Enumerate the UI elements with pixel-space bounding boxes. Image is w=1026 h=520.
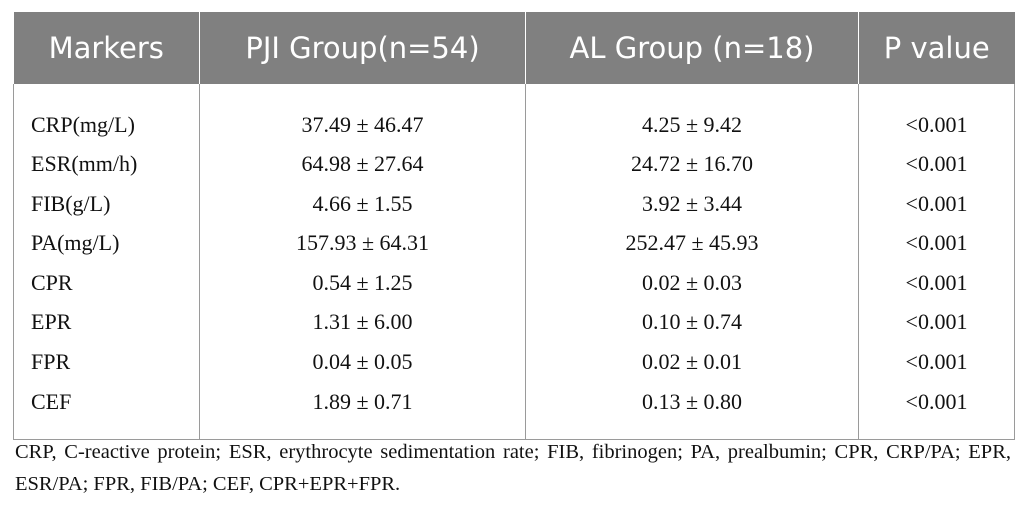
spacer-row — [13, 84, 1015, 105]
al-value-cell: 24.72 ± 16.70 — [525, 144, 859, 184]
table-row: CRP(mg/L) 37.49 ± 46.47 4.25 ± 9.42 <0.0… — [13, 105, 1015, 145]
p-value-cell: <0.001 — [858, 184, 1015, 224]
pji-value-cell: 0.54 ± 1.25 — [199, 263, 526, 303]
p-value-cell: <0.001 — [858, 144, 1015, 184]
header-p-value: P value — [858, 12, 1015, 84]
al-value-cell: 4.25 ± 9.42 — [525, 105, 859, 145]
marker-cell: ESR(mm/h) — [13, 144, 200, 184]
table-row: CPR 0.54 ± 1.25 0.02 ± 0.03 <0.001 — [13, 263, 1015, 303]
marker-cell: CEF — [13, 381, 200, 422]
al-value-cell: 0.13 ± 0.80 — [525, 381, 859, 422]
marker-cell: CRP(mg/L) — [13, 105, 200, 145]
table-row: ESR(mm/h) 64.98 ± 27.64 24.72 ± 16.70 <0… — [13, 144, 1015, 184]
marker-cell: CPR — [13, 263, 200, 303]
markers-table: Markers PJI Group(n=54) AL Group (n=18) … — [13, 12, 1015, 440]
p-value-cell: <0.001 — [858, 302, 1015, 342]
p-value-cell: <0.001 — [858, 223, 1015, 263]
table-row: CEF 1.89 ± 0.71 0.13 ± 0.80 <0.001 — [13, 381, 1015, 422]
al-value-cell: 0.02 ± 0.03 — [525, 263, 859, 303]
header-markers: Markers — [13, 12, 200, 84]
pji-value-cell: 4.66 ± 1.55 — [199, 184, 526, 224]
pji-value-cell: 37.49 ± 46.47 — [199, 105, 526, 145]
al-value-cell: 0.02 ± 0.01 — [525, 342, 859, 382]
pji-value-cell: 0.04 ± 0.05 — [199, 342, 526, 382]
header-pji-group: PJI Group(n=54) — [199, 12, 526, 84]
table-row: PA(mg/L) 157.93 ± 64.31 252.47 ± 45.93 <… — [13, 223, 1015, 263]
pji-value-cell: 1.89 ± 0.71 — [199, 381, 526, 422]
pji-value-cell: 1.31 ± 6.00 — [199, 302, 526, 342]
pji-value-cell: 157.93 ± 64.31 — [199, 223, 526, 263]
marker-cell: PA(mg/L) — [13, 223, 200, 263]
table-row: EPR 1.31 ± 6.00 0.10 ± 0.74 <0.001 — [13, 302, 1015, 342]
p-value-cell: <0.001 — [858, 105, 1015, 145]
p-value-cell: <0.001 — [858, 381, 1015, 422]
table-row: FPR 0.04 ± 0.05 0.02 ± 0.01 <0.001 — [13, 342, 1015, 382]
spacer-row — [13, 421, 1015, 440]
table-footnote: CRP, C-reactive protein; ESR, erythrocyt… — [15, 441, 1011, 495]
p-value-cell: <0.001 — [858, 263, 1015, 303]
al-value-cell: 252.47 ± 45.93 — [525, 223, 859, 263]
p-value-cell: <0.001 — [858, 342, 1015, 382]
marker-cell: FPR — [13, 342, 200, 382]
marker-cell: FIB(g/L) — [13, 184, 200, 224]
al-value-cell: 3.92 ± 3.44 — [525, 184, 859, 224]
al-value-cell: 0.10 ± 0.74 — [525, 302, 859, 342]
header-al-group: AL Group (n=18) — [525, 12, 859, 84]
marker-cell: EPR — [13, 302, 200, 342]
header-row: Markers PJI Group(n=54) AL Group (n=18) … — [13, 12, 1015, 84]
table-row: FIB(g/L) 4.66 ± 1.55 3.92 ± 3.44 <0.001 — [13, 184, 1015, 224]
pji-value-cell: 64.98 ± 27.64 — [199, 144, 526, 184]
